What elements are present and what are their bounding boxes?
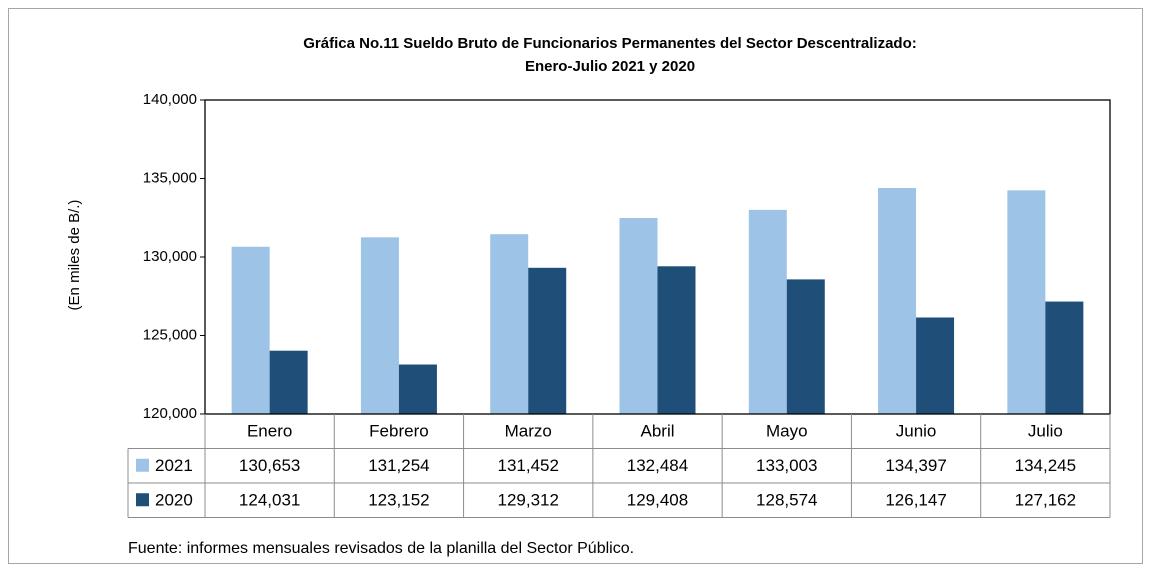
bar (1007, 190, 1046, 414)
y-tick-label: 135,000 (143, 169, 197, 186)
x-tick-label: Enero (247, 422, 292, 441)
bar (657, 266, 696, 414)
x-tick-label: Febrero (369, 422, 429, 441)
x-tick-label: Marzo (505, 422, 552, 441)
table-value: 127,162 (1015, 491, 1076, 510)
chart-title: Gráfica No.11 Sueldo Bruto de Funcionari… (303, 35, 917, 52)
legend-swatch (136, 493, 149, 507)
bar (1045, 301, 1084, 414)
x-tick-label: Julio (1028, 422, 1063, 441)
table-value: 129,312 (497, 491, 558, 510)
table-value: 131,254 (368, 456, 429, 475)
y-tick-label: 140,000 (143, 91, 197, 108)
bar (360, 237, 399, 414)
x-tick-label: Abril (640, 422, 674, 441)
bar (231, 246, 270, 414)
y-tick-label: 120,000 (143, 405, 197, 422)
x-tick-label: Junio (896, 422, 937, 441)
chart-border (8, 8, 1143, 564)
table-value: 131,452 (497, 456, 558, 475)
x-tick-label: Mayo (766, 422, 808, 441)
table-value: 132,484 (627, 456, 688, 475)
legend-label: 2021 (155, 456, 193, 475)
bar (619, 218, 658, 414)
chart-subtitle: Enero-Julio 2021 y 2020 (525, 58, 695, 75)
table-value: 128,574 (756, 491, 817, 510)
table-value: 129,408 (627, 491, 688, 510)
table-value: 133,003 (756, 456, 817, 475)
bar (916, 317, 955, 414)
y-axis-label: (En miles de B/.) (66, 200, 83, 311)
legend-label: 2020 (155, 491, 193, 510)
y-tick-label: 130,000 (143, 248, 197, 265)
table-value: 134,245 (1015, 456, 1076, 475)
legend-swatch (136, 458, 149, 472)
source-note: Fuente: informes mensuales revisados de … (128, 540, 634, 557)
table-value: 130,653 (239, 456, 300, 475)
y-tick-label: 125,000 (143, 326, 197, 343)
bar (490, 234, 529, 414)
bar (269, 350, 308, 414)
bar (786, 279, 825, 414)
table-value: 126,147 (885, 491, 946, 510)
table-value: 124,031 (239, 491, 300, 510)
table-value: 134,397 (885, 456, 946, 475)
bar (878, 187, 917, 414)
bar (398, 364, 437, 414)
bar (528, 267, 567, 414)
plot-border (204, 99, 1111, 415)
bar (748, 209, 787, 414)
table-value: 123,152 (368, 491, 429, 510)
